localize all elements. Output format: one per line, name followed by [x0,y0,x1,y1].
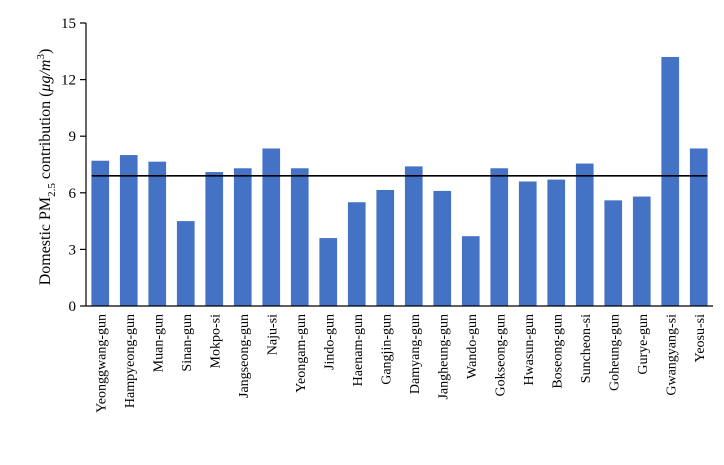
x-tick-label-yeosu-si: Yeosu-si [693,314,708,362]
bar-suncheon-si [575,163,594,306]
x-tick-label-suncheon-si: Suncheon-si [579,314,594,383]
bar-yeonggwang-gun [91,160,110,306]
y-label-prefix: Domestic PM [37,197,54,285]
y-tick-label-9: 9 [69,129,77,145]
y-tick-label-0: 0 [69,299,77,315]
x-tick-label-hwasun-gun: Hwasun-gun [522,314,537,386]
y-ticks-group: 0 3 6 9 12 15 [61,16,86,315]
x-tick-label-yeongam-gun: Yeongam-gun [294,314,309,393]
bar-jindo-gun [319,238,338,306]
x-tick-label-naju-si: Naju-si [265,314,280,355]
y-tick-label-6: 6 [69,186,77,202]
bar-haenam-gun [347,202,366,306]
x-tick-label-hampyeong-gun: Hampyeong-gun [123,314,138,408]
x-tick-label-goheung-gun: Goheung-gun [607,314,622,391]
bar-mokpo-si [205,172,224,306]
x-tick-label-mokpo-si: Mokpo-si [208,314,223,369]
bar-hwasun-gun [518,181,537,306]
x-tick-label-boseong-gun: Boseong-gun [550,314,565,389]
y-tick-label-15: 15 [61,16,76,32]
bar-boseong-gun [547,179,566,306]
x-tick-label-sinan-gun: Sinan-gun [180,314,195,372]
y-label-subscript: 2.5 [46,183,58,197]
bar-naju-si [262,148,281,306]
x-tick-label-haenam-gun: Haenam-gun [351,314,366,386]
x-tick-label-gwangyang-si: Gwangyang-si [664,314,679,396]
y-label-unit-superscript: 3 [35,54,47,60]
bar-hampyeong-gun [119,155,138,306]
x-tick-label-gokseong-gun: Gokseong-gun [493,314,508,396]
bar-damyang-gun [404,166,423,306]
x-tick-label-jindo-gun: Jindo-gun [322,314,337,370]
bar-gokseong-gun [490,168,509,306]
x-tick-label-gangjin-gun: Gangjin-gun [379,314,394,385]
bar-muan-gun [148,161,167,306]
bar-goheung-gun [604,200,623,306]
x-tick-label-jangseong-gun: Jangseong-gun [237,314,252,398]
x-categories-group: Yeonggwang-gun Hampyeong-gun Muan-gun Sinan… [94,314,708,413]
bar-yeosu-si [689,148,708,306]
y-tick-label-12: 12 [61,73,76,89]
x-tick-label-yeonggwang-gun: Yeonggwang-gun [94,314,109,413]
bar-gwangyang-si [661,56,680,307]
axes-group [85,23,713,307]
bar-jangseong-gun [233,168,252,306]
y-axis-label: Domestic PM2.5 contribution (μg/m3) [35,49,58,286]
bars-group [91,56,708,307]
y-label-suffix: contribution ( [37,92,54,184]
y-tick-label-3: 3 [69,242,77,258]
y-label-close: ) [37,49,54,54]
x-tick-label-wando-gun: Wando-gun [465,314,480,379]
bar-sinan-gun [176,221,195,306]
x-tick-label-jangheung-gun: Jangheung-gun [436,314,451,400]
x-tick-label-damyang-gun: Damyang-gun [408,314,423,394]
bar-jangheung-gun [433,190,452,306]
bar-gangjin-gun [376,189,395,306]
bar-wando-gun [461,236,480,306]
x-tick-label-muan-gun: Muan-gun [151,314,166,372]
y-label-unit: μg/m [37,60,54,93]
bar-gurye-gun [632,196,651,306]
x-tick-label-gurye-gun: Gurye-gun [636,314,651,375]
bar-yeongam-gun [290,168,309,306]
